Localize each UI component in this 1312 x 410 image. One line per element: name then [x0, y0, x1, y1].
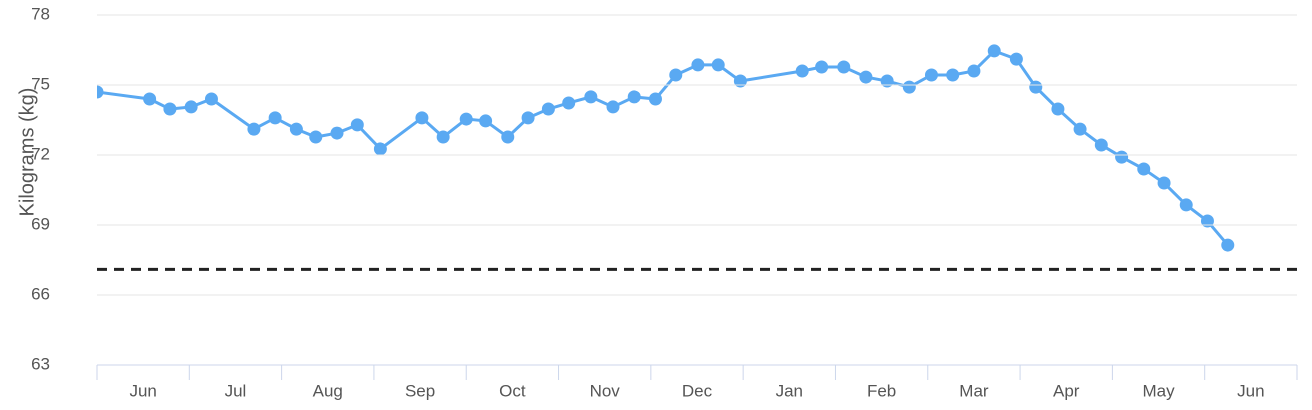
data-point: [330, 126, 344, 140]
data-point: [143, 92, 157, 106]
data-point: [373, 142, 387, 156]
data-point: [97, 85, 104, 99]
data-point: [584, 90, 598, 104]
data-point: [415, 111, 429, 125]
y-tick-label: 63: [31, 354, 50, 373]
data-point: [247, 122, 261, 136]
data-point: [1200, 214, 1214, 228]
data-point: [436, 130, 450, 144]
data-point: [1115, 150, 1129, 164]
data-point: [711, 58, 725, 72]
data-point: [184, 100, 198, 114]
data-line: [97, 49, 1229, 247]
y-tick-label: 69: [31, 214, 50, 233]
x-tick-label: Nov: [590, 381, 621, 400]
x-tick-label: Jun: [1237, 381, 1264, 400]
data-point: [521, 111, 535, 125]
x-tick-label: Mar: [959, 381, 989, 400]
data-point: [501, 130, 515, 144]
data-point: [795, 64, 809, 78]
data-point: [204, 92, 218, 106]
data-point: [967, 64, 981, 78]
data-point: [541, 102, 555, 116]
data-point: [289, 122, 303, 136]
data-point: [987, 44, 1001, 58]
x-tick-label: Jun: [129, 381, 156, 400]
data-point: [562, 96, 576, 110]
data-point: [1221, 238, 1235, 252]
x-tick-label: Apr: [1053, 381, 1080, 400]
data-point: [815, 60, 829, 74]
data-point: [163, 102, 177, 116]
x-tick-label: Oct: [499, 381, 526, 400]
data-point: [859, 70, 873, 84]
x-tick-label: Sep: [405, 381, 435, 400]
x-tick-label: Feb: [867, 381, 896, 400]
data-point: [880, 74, 894, 88]
data-point: [946, 68, 960, 82]
y-tick-label: 66: [31, 284, 50, 303]
data-point: [1137, 162, 1151, 176]
x-tick-label: Aug: [313, 381, 343, 400]
x-tick-label: Jan: [776, 381, 803, 400]
data-point: [1179, 198, 1193, 212]
data-point: [479, 114, 493, 128]
plot-area: [97, 44, 1235, 252]
data-point: [268, 111, 282, 125]
data-point: [1009, 52, 1023, 66]
y-axis-label: Kilograms (kg): [16, 88, 38, 217]
data-point: [309, 130, 323, 144]
data-point: [902, 80, 916, 94]
data-point: [1094, 138, 1108, 152]
y-tick-label: 75: [31, 74, 50, 93]
data-point: [837, 60, 851, 74]
data-point: [691, 58, 705, 72]
x-tick-label: May: [1142, 381, 1175, 400]
data-point: [1157, 176, 1171, 190]
data-point: [733, 74, 747, 88]
y-tick-label: 72: [31, 144, 50, 163]
y-tick-label: 78: [31, 4, 50, 23]
data-point: [1029, 80, 1043, 94]
x-tick-label: Jul: [225, 381, 247, 400]
data-point: [669, 68, 683, 82]
data-point: [648, 92, 662, 106]
data-point: [1051, 102, 1065, 116]
data-point: [1073, 122, 1087, 136]
data-point: [924, 68, 938, 82]
data-point: [459, 112, 473, 126]
data-point: [627, 90, 641, 104]
x-tick-label: Dec: [682, 381, 713, 400]
data-point: [350, 118, 364, 132]
data-point: [606, 100, 620, 114]
